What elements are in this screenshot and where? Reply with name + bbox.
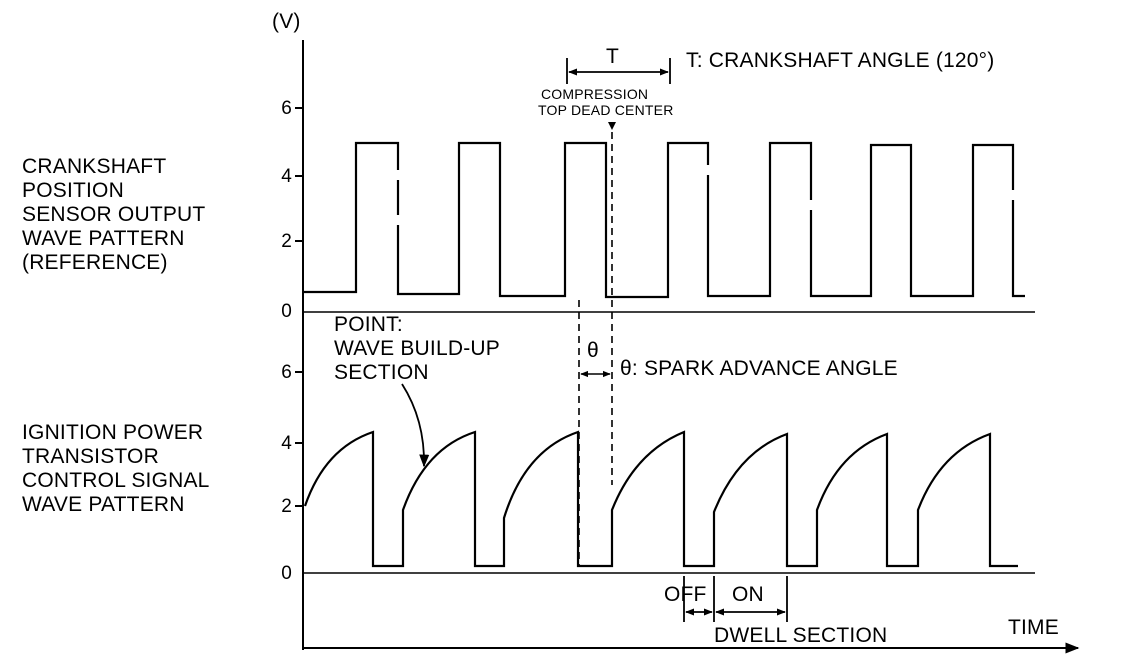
lower-tick-6: 6 xyxy=(281,362,292,383)
ign-label-line3: CONTROL SIGNAL xyxy=(22,469,210,492)
unit-label: (V) xyxy=(272,10,301,33)
ign-label-line1: IGNITION POWER xyxy=(22,421,204,444)
tdc-label-line1: COMPRESSION xyxy=(541,86,649,102)
ign-label-line4: WAVE PATTERN xyxy=(22,493,185,516)
period-legend: T: CRANKSHAFT ANGLE (120°) xyxy=(686,49,995,72)
crank-label-line1: CRANKSHAFT xyxy=(22,155,167,178)
lower-tick-0: 0 xyxy=(281,563,292,584)
upper-tick-4: 4 xyxy=(281,166,292,187)
tdc-dashed-lines xyxy=(578,132,613,566)
crank-label-line3: SENSOR OUTPUT xyxy=(22,203,206,226)
crank-label-line2: POSITION xyxy=(22,179,124,202)
lower-tick-2: 2 xyxy=(281,496,292,517)
period-symbol: T xyxy=(606,45,620,68)
upper-axis xyxy=(295,40,304,312)
tdc-label-line2: TOP DEAD CENTER xyxy=(538,102,674,118)
off-label: OFF xyxy=(664,583,707,606)
point-label-line2: WAVE BUILD-UP xyxy=(334,337,500,360)
lower-axis xyxy=(295,312,304,650)
ign-label-line2: TRANSISTOR xyxy=(22,445,159,468)
crank-label-line5: (REFERENCE) xyxy=(22,251,168,274)
crank-label-line4: WAVE PATTERN xyxy=(22,227,185,250)
on-label: ON xyxy=(732,583,764,606)
lower-tick-4: 4 xyxy=(281,433,292,454)
dwell-dimension xyxy=(683,576,788,622)
crankshaft-wave xyxy=(303,141,1025,299)
period-dimension xyxy=(566,58,671,84)
time-label: TIME xyxy=(1008,616,1059,639)
upper-tick-0: 0 xyxy=(281,301,292,322)
crank-edge-dashes xyxy=(396,165,1015,225)
upper-tick-6: 6 xyxy=(281,98,292,119)
theta-legend: θ: SPARK ADVANCE ANGLE xyxy=(620,357,898,380)
ignition-wave xyxy=(303,430,1018,568)
theta-symbol: θ xyxy=(587,339,599,362)
point-arrow xyxy=(401,383,430,468)
tdc-marker xyxy=(608,122,616,130)
dwell-label: DWELL SECTION xyxy=(714,624,888,647)
point-label-line3: SECTION xyxy=(334,361,429,384)
upper-tick-2: 2 xyxy=(281,231,292,252)
point-label-line1: POINT: xyxy=(334,313,403,336)
